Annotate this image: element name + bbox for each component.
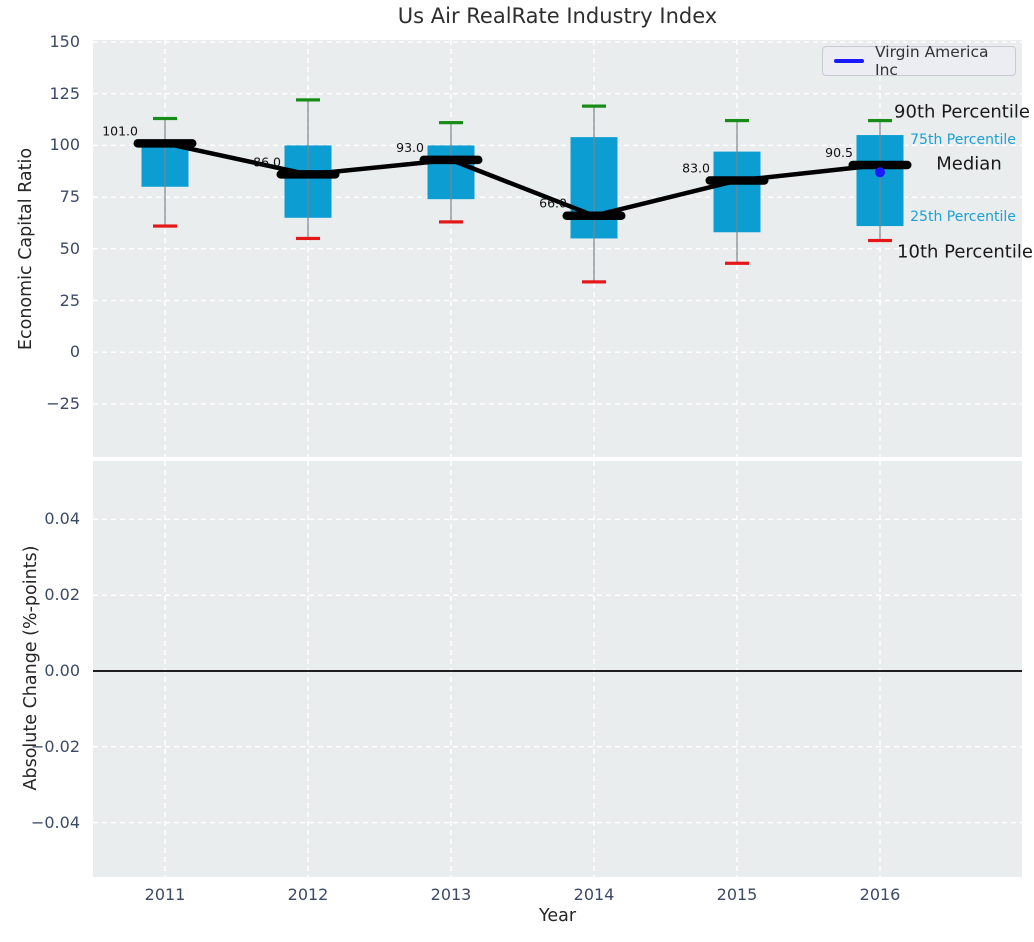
annotation-75th-percentile: 75th Percentile [910,132,1016,148]
median-bar-2012 [276,170,340,179]
median-value-label-2015: 83.0 [682,161,710,176]
legend-line-sample-icon [834,59,864,63]
top-ytick-label: −25 [46,393,80,413]
annotation-25th-percentile: 25th Percentile [910,209,1016,225]
p90-cap-2011 [153,116,177,121]
chart-title: Us Air RealRate Industry Index [397,4,718,28]
top-ytick-label: 50 [59,238,80,258]
median-bar-2015 [705,176,769,185]
xtick-label-2012: 2012 [287,885,329,904]
xtick-label-2013: 2013 [430,885,472,904]
top-ytick-label: 125 [49,83,80,103]
x-axis-label: Year [538,906,577,926]
bottom-panel-plot [93,461,1022,877]
bottom-ytick-label: 0.04 [44,509,80,529]
bottom-ytick-label: 0.02 [44,585,80,605]
median-value-label-2012: 86.0 [253,154,281,169]
xtick-label-2014: 2014 [573,885,615,904]
p90-cap-2014 [582,104,606,108]
top-ytick-label: 25 [59,290,80,310]
p10-cap-2012 [296,236,320,241]
p90-cap-2012 [296,98,320,102]
p10-cap-2015 [725,261,749,265]
annotation-10th-percentile: 10th Percentile [897,241,1033,263]
bottom-ytick-label: −0.02 [30,736,80,756]
legend: Virgin America Inc [822,43,1016,79]
bottom-ytick-label: 0.00 [44,661,80,680]
top-panel-plot: 101.0 86.0 93.0 66.0 83.0 90.5 [93,40,1022,457]
median-value-label-2016: 90.5 [825,145,853,160]
p90-cap-2015 [725,118,749,123]
legend-label: Virgin America Inc [875,43,989,79]
median-bar-2011 [133,139,197,148]
p90-cap-2013 [439,121,463,125]
top-ytick-label: 100 [49,135,80,155]
p90-cap-2016 [868,118,892,123]
median-value-label-2011: 101.0 [102,123,138,138]
median-value-label-2013: 93.0 [396,140,424,155]
median-value-label-2014: 66.0 [539,196,567,211]
median-bar-2013 [419,155,483,165]
xtick-label-2016: 2016 [859,885,901,904]
median-bar-2016 [848,160,912,170]
p10-cap-2011 [153,224,177,228]
xtick-label-2015: 2015 [716,885,758,904]
median-bar-2014 [562,211,626,220]
top-ytick-label: 0 [69,342,80,362]
company-point-2016 [875,167,885,178]
annotation-90th-percentile: 90th Percentile [894,101,1030,123]
bottom-panel [93,461,1022,877]
bottom-ytick-label: −0.04 [30,812,80,832]
top-ytick-label: 150 [49,32,80,51]
top-panel: 101.0 86.0 93.0 66.0 83.0 90.5 [93,40,1022,457]
p10-cap-2014 [582,280,606,284]
xtick-label-2011: 2011 [144,885,186,904]
top-ytick-label: 75 [59,187,80,207]
p10-cap-2016 [868,238,892,243]
p10-cap-2013 [439,220,463,224]
annotation-median: Median [936,153,1002,175]
